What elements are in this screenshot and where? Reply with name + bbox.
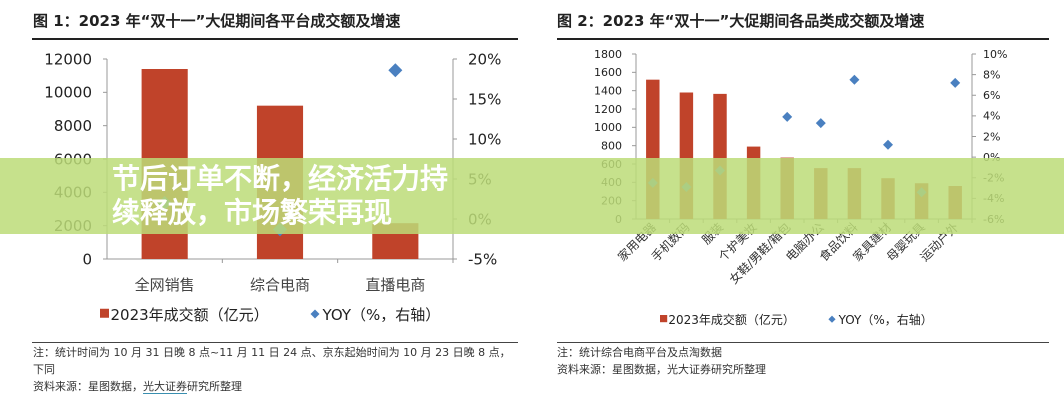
y-tick-label: 1200 [594,103,622,116]
legend-bar-swatch [660,315,668,323]
y2-tick-label: 4% [983,110,1000,123]
y2-tick-label: 2% [983,130,1000,143]
yoy-point [883,139,893,150]
yoy-point [782,111,793,122]
y2-tick-label: 8% [983,68,1000,81]
source-link[interactable]: 光大证券 [143,380,187,394]
category-label: 全网销售 [135,276,195,294]
category-label: 直播电商 [365,276,425,294]
y-tick-label: 1800 [594,48,622,61]
source-prefix: 资料来源：星图数据， [33,380,143,393]
y2-tick-label: 10% [468,130,501,148]
legend-bar-label: 2023年成交额（亿元） [111,306,269,324]
headline-text: 节后订单不断，经济活力持续释放，市场繁荣再现 [112,162,449,229]
y-tick-label: 8000 [54,117,92,135]
legend-bar-swatch [100,308,109,318]
chart1-title: 图 1：2023 年“双十一”大促期间各平台成交额及增速 [33,12,401,30]
y-tick-label: 10000 [44,84,92,102]
y-tick-label: 800 [601,140,622,153]
chart2-note-rule [557,342,1049,343]
y2-tick-label: 15% [468,90,501,108]
legend-yoy-swatch [310,309,320,319]
category-label: 综合电商 [250,276,310,294]
yoy-point [388,63,403,78]
y2-tick-label: 20% [468,50,501,68]
yoy-point [950,77,961,88]
legend-bar-label: 2023年成交额（亿元） [668,312,795,327]
yoy-point [815,118,826,129]
headline-banner: 节后订单不断，经济活力持续释放，市场繁荣再现 [0,158,1064,234]
chart2-title-rule [557,38,1049,40]
chart2-source: 资料来源：星图数据，光大证券研究所整理 [557,363,766,376]
y-tick-label: 1000 [594,121,622,134]
y2-tick-label: 10% [983,48,1007,61]
chart2-note: 注：统计综合电商平台及点淘数据 [557,346,722,359]
chart2-title: 图 2：2023 年“双十一”大促期间各品类成交额及增速 [557,12,925,30]
chart1-title-rule [32,38,518,40]
y2-tick-label: 6% [983,89,1000,102]
legend-yoy-label: YOY（%，右轴） [838,312,933,327]
y-tick-label: 1600 [594,66,622,79]
chart1-note: 注：统计时间为 10 月 31 日晚 8 点~11 月 11 日 24 点、京东… [33,346,511,376]
y-tick-label: 0 [82,250,92,268]
yoy-point [849,74,860,85]
y-tick-label: 1400 [594,85,622,98]
source-suffix: 研究所整理 [187,380,242,393]
chart1-note-rule [32,342,518,343]
chart1-source: 资料来源：星图数据，光大证券研究所整理 [33,378,242,395]
y2-tick-label: -5% [468,250,497,268]
legend-yoy-swatch [828,315,836,323]
legend-yoy-label: YOY（%，右轴） [322,306,441,324]
y-tick-label: 12000 [44,50,92,68]
